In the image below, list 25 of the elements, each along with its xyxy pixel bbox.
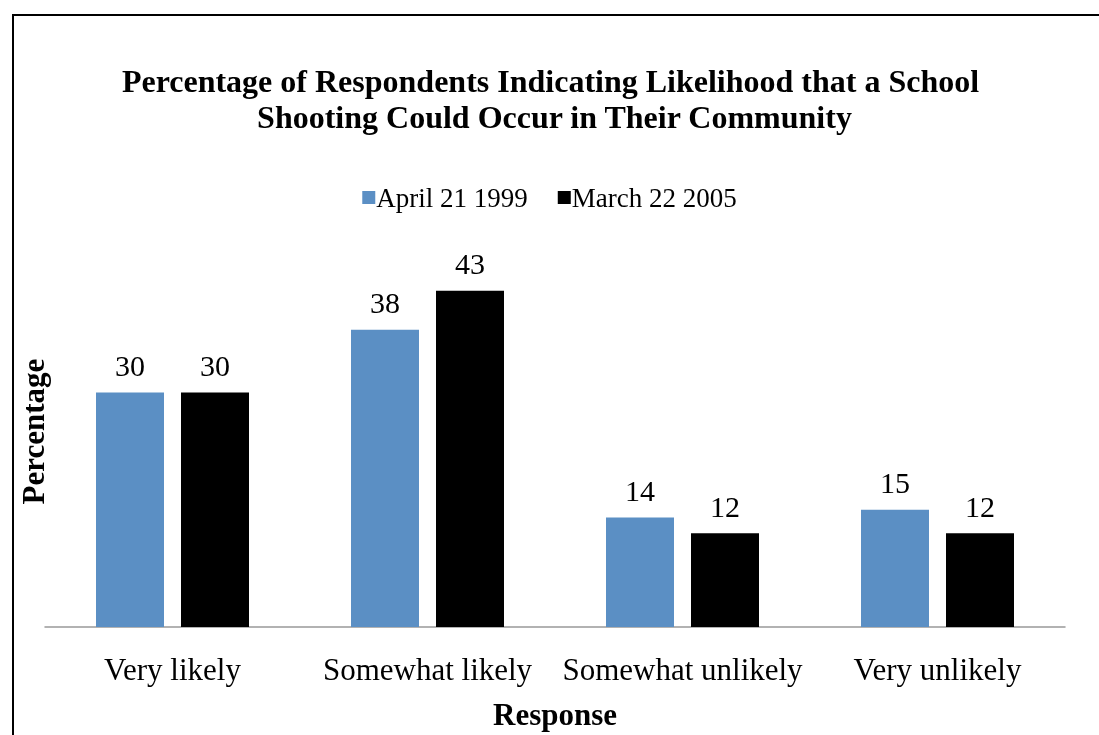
x-axis-title: Response	[492, 697, 618, 732]
data-label: 38	[370, 286, 400, 320]
data-label: 15	[880, 466, 910, 500]
data-label: 30	[115, 348, 145, 382]
data-label: 30	[200, 348, 230, 382]
bar	[691, 533, 759, 627]
x-tick-label: Somewhat likely	[322, 652, 533, 687]
bar	[606, 517, 674, 627]
bar	[181, 392, 249, 627]
x-tick-label: Very unlikely	[853, 652, 1022, 687]
bar	[946, 533, 1014, 627]
bar	[96, 392, 164, 627]
bar	[861, 509, 929, 627]
data-label: 12	[965, 489, 995, 523]
data-label: 43	[455, 247, 485, 281]
data-label: 12	[710, 489, 740, 523]
bar	[436, 290, 504, 627]
x-tick-label: Somewhat unlikely	[562, 652, 804, 687]
data-label: 14	[625, 474, 655, 508]
bar	[351, 329, 419, 627]
legend-label: April 21 1999	[376, 182, 528, 213]
chart-title: Percentage of Respondents Indicating Likelihood that a School Shooting Could Occur in Their Community	[121, 63, 988, 135]
x-tick-label: Very likely	[104, 652, 242, 687]
y-axis-title: Percentage	[16, 358, 51, 505]
legend-label: March 22 2005	[571, 182, 737, 213]
